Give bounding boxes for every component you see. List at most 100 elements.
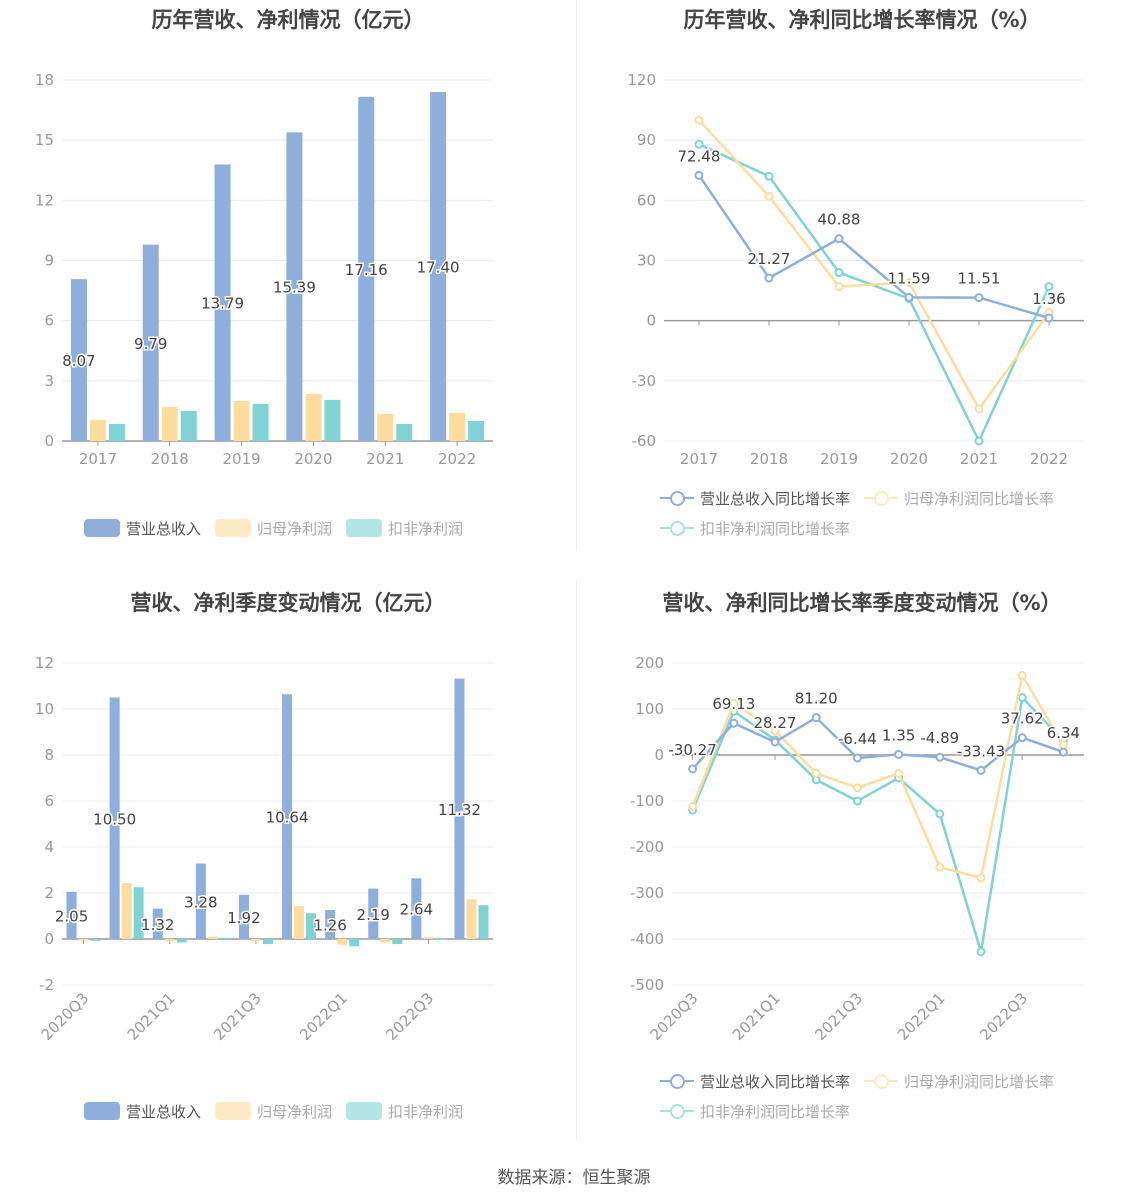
y-tick-label: 120 xyxy=(627,71,656,89)
data-point xyxy=(688,802,698,812)
data-point xyxy=(1058,747,1068,757)
bar-revenue xyxy=(430,92,447,442)
data-point xyxy=(834,268,844,278)
data-point xyxy=(764,191,774,201)
legend-item[interactable]: 归母净利润同比增长率 xyxy=(864,1066,1054,1096)
x-tick-label: 2022Q3 xyxy=(976,989,1031,1044)
data-point xyxy=(904,292,914,302)
x-tick-label: 2020 xyxy=(294,450,332,468)
legend-label: 扣非净利润 xyxy=(388,519,464,538)
divider xyxy=(576,580,577,1140)
chart-title-quarterly-values: 营收、净利季度变动情况（亿元） xyxy=(130,591,446,615)
legend-item[interactable]: 归母净利润 xyxy=(215,1096,332,1126)
y-tick-label: -60 xyxy=(632,432,657,450)
bar-net-profit xyxy=(423,937,434,939)
data-source: 数据来源：恒生聚源 xyxy=(497,1168,651,1188)
x-tick-label: 2022 xyxy=(1030,450,1068,468)
bar-revenue xyxy=(195,863,206,939)
x-tick-label: 2017 xyxy=(680,450,718,468)
bar-deducted-profit xyxy=(133,887,144,939)
legend-swatch-icon xyxy=(84,1102,120,1120)
x-tick-label: 2021Q3 xyxy=(210,989,265,1044)
y-tick-label: 60 xyxy=(637,191,656,209)
data-point xyxy=(811,768,821,778)
x-tick-label: 2018 xyxy=(750,450,788,468)
legend-item[interactable]: 归母净利润 xyxy=(215,513,332,543)
data-label: 9.79 xyxy=(134,335,167,353)
data-point xyxy=(976,765,986,775)
bar-net-profit xyxy=(337,939,348,945)
bar-revenue xyxy=(70,279,87,441)
bar-net-profit xyxy=(449,412,466,441)
y-tick-label: 0 xyxy=(44,432,54,450)
data-label: 13.79 xyxy=(201,295,244,313)
data-point xyxy=(976,947,986,957)
bar-revenue xyxy=(109,697,120,939)
y-tick-label: 0 xyxy=(654,746,664,764)
bar-deducted-profit xyxy=(306,913,317,939)
legend-swatch-icon xyxy=(346,519,383,537)
data-point xyxy=(974,404,984,414)
legend-swatch-icon xyxy=(864,1072,899,1090)
y-tick-label: 0 xyxy=(646,312,656,330)
bar-deducted-profit xyxy=(90,939,101,941)
data-label: 2.64 xyxy=(400,901,433,919)
legend-label: 扣非净利润同比增长率 xyxy=(700,519,851,538)
bar-net-profit xyxy=(207,936,218,939)
data-point xyxy=(894,749,904,759)
legend-annual-values: 营业总收入 归母净利润 扣非净利润 xyxy=(84,513,564,543)
data-point xyxy=(694,170,704,180)
legend-label: 营业总收入 xyxy=(126,1102,202,1121)
x-tick-label: 2019 xyxy=(222,450,260,468)
data-point xyxy=(852,753,862,763)
x-tick-label: 2020 xyxy=(890,450,928,468)
y-tick-label: 12 xyxy=(35,191,54,209)
legend-item[interactable]: 营业总收入 xyxy=(84,1096,201,1126)
y-tick-label: -200 xyxy=(630,838,664,856)
y-tick-label: -300 xyxy=(630,884,664,902)
data-label: 11.32 xyxy=(438,801,481,819)
legend-label: 营业总收入同比增长率 xyxy=(700,489,851,508)
y-tick-label: -30 xyxy=(632,372,657,390)
bar-net-profit xyxy=(377,413,394,441)
bar-deducted-profit xyxy=(252,403,269,441)
bar-revenue xyxy=(368,888,379,939)
y-tick-label: 10 xyxy=(35,700,54,718)
y-tick-label: 6 xyxy=(44,312,54,330)
data-label: 6.34 xyxy=(1047,724,1080,742)
data-point xyxy=(935,752,945,762)
legend-label: 营业总收入 xyxy=(126,519,202,538)
data-label: 37.62 xyxy=(1001,710,1044,728)
data-point xyxy=(935,862,945,872)
data-point xyxy=(852,796,862,806)
bar-net-profit xyxy=(466,899,477,939)
legend-item[interactable]: 扣非净利润同比增长率 xyxy=(660,513,850,543)
data-label: 81.20 xyxy=(795,690,838,708)
data-point xyxy=(770,726,780,736)
data-point xyxy=(1017,733,1027,743)
y-tick-label: -2 xyxy=(39,976,54,994)
legend-item[interactable]: 营业总收入同比增长率 xyxy=(660,1066,850,1096)
data-label: 2.19 xyxy=(357,906,390,924)
data-label: -33.43 xyxy=(957,742,1005,760)
bar-deducted-profit xyxy=(435,938,446,940)
legend-item[interactable]: 扣非净利润同比增长率 xyxy=(660,1096,850,1126)
legend-item[interactable]: 营业总收入 xyxy=(84,513,201,543)
bar-deducted-profit xyxy=(219,937,230,939)
bar-deducted-profit xyxy=(396,423,413,441)
bar-deducted-profit xyxy=(349,939,360,947)
data-label: 1.36 xyxy=(1032,290,1065,308)
x-tick-label: 2021Q3 xyxy=(811,989,866,1044)
legend-swatch-icon xyxy=(215,1102,252,1120)
bar-net-profit xyxy=(89,419,106,441)
legend-item[interactable]: 扣非净利润 xyxy=(346,1096,463,1126)
data-label: 17.16 xyxy=(345,261,388,279)
legend-item[interactable]: 扣非净利润 xyxy=(346,513,463,543)
bar-revenue xyxy=(214,164,231,441)
legend-label: 归母净利润 xyxy=(257,519,333,538)
series-line xyxy=(691,694,1065,953)
legend-item[interactable]: 归母净利润同比增长率 xyxy=(864,483,1054,513)
legend-item[interactable]: 营业总收入同比增长率 xyxy=(660,483,850,513)
bar-deducted-profit xyxy=(176,939,187,943)
data-label: -6.44 xyxy=(838,730,877,748)
